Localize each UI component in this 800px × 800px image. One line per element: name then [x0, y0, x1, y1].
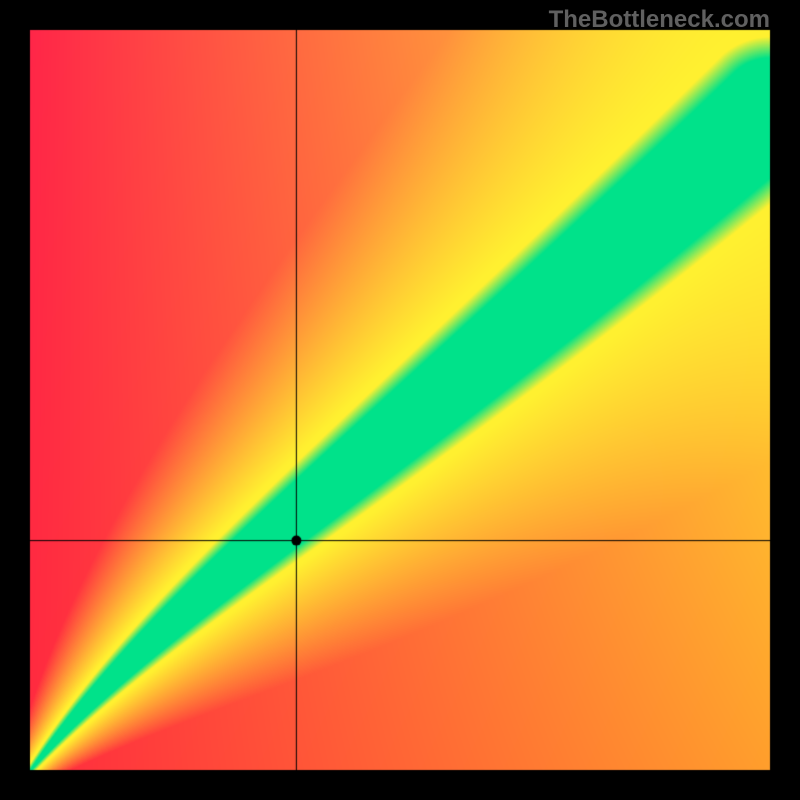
bottleneck-heatmap [0, 0, 800, 800]
chart-container: TheBottleneck.com [0, 0, 800, 800]
watermark-text: TheBottleneck.com [549, 6, 770, 34]
